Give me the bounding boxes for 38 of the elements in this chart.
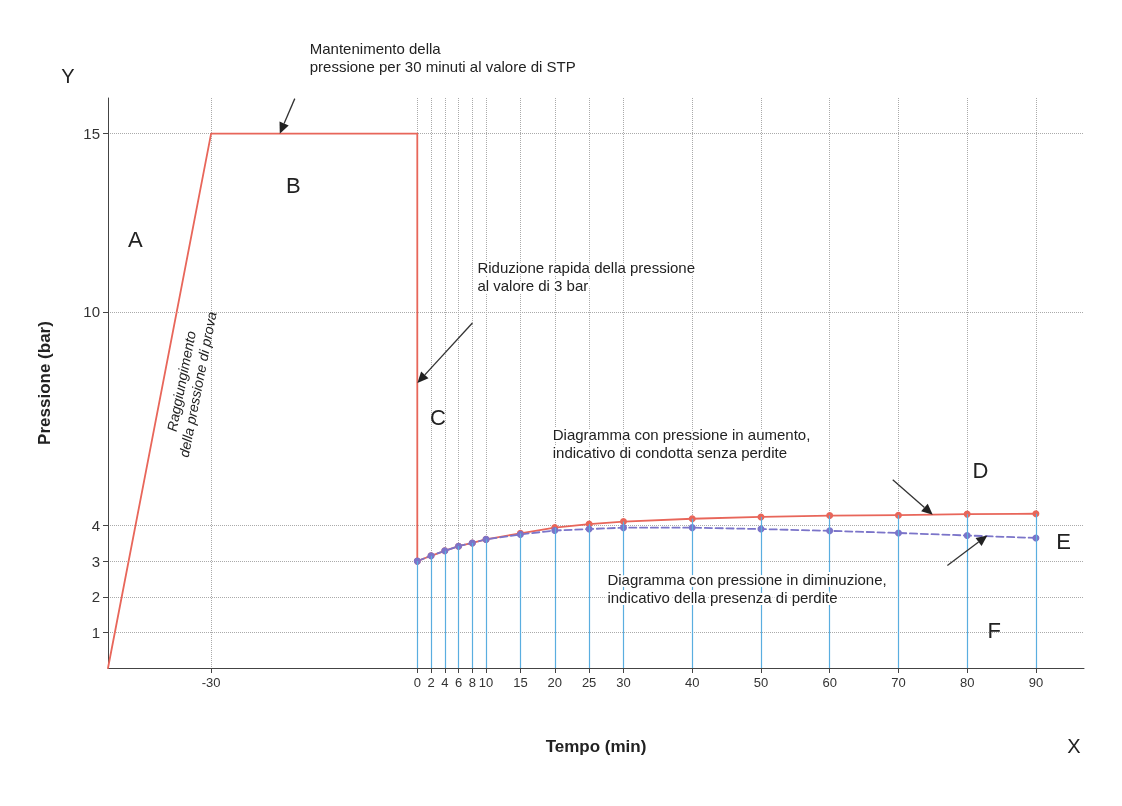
annotation: Riduzione rapida della pressione al valore di 3 bar [477, 259, 696, 294]
x-tick-label: 25 [581, 675, 597, 690]
x-tick-label: 10 [478, 675, 494, 690]
x-tick-label: 80 [959, 675, 975, 690]
x-tick-label: 20 [547, 675, 562, 690]
annotation: E [1056, 528, 1071, 554]
y-tick-label: 1 [91, 623, 100, 641]
y-tick-label: 10 [83, 303, 100, 321]
y-tick-label: 2 [91, 588, 100, 606]
annotation: F [987, 618, 1001, 644]
x-tick-label: 6 [454, 675, 463, 690]
text: Mantenimento della pressione per 30 minuti al valore di STP [309, 39, 576, 75]
x-tick-label: 30 [616, 675, 631, 690]
x-tick-label: -30 [201, 675, 221, 690]
y-tick-label: 15 [83, 125, 100, 143]
x-tick-label: 15 [513, 675, 528, 690]
point [688, 515, 696, 523]
annotation: Diagramma con pressione in aumento, indicativo di condotta senza perdite [552, 425, 811, 461]
x-tick-label: 8 [468, 675, 476, 690]
annotation: C [429, 404, 446, 430]
annotation: D [972, 457, 989, 483]
x-tick-label: 50 [753, 675, 769, 690]
y-tick-label: 3 [91, 552, 100, 570]
text: Y [61, 65, 75, 88]
y-tick-label: 4 [91, 517, 100, 534]
x-tick-label: 90 [1028, 675, 1044, 690]
x-axis-title: Tempo (min) [545, 737, 647, 756]
y-axis-title: Pressione (bar) [35, 321, 54, 445]
x-tick-label: 70 [891, 675, 906, 690]
x-tick-label: 4 [441, 675, 449, 690]
x-tick-label: 2 [427, 675, 435, 690]
x-tick-label: 60 [822, 675, 837, 690]
annotation: A [127, 226, 143, 252]
text: X [1067, 735, 1081, 758]
annotation: B [286, 172, 301, 198]
x-tick-label: 40 [684, 675, 700, 690]
point [826, 512, 834, 520]
x-tick-label: 0 [413, 675, 421, 690]
